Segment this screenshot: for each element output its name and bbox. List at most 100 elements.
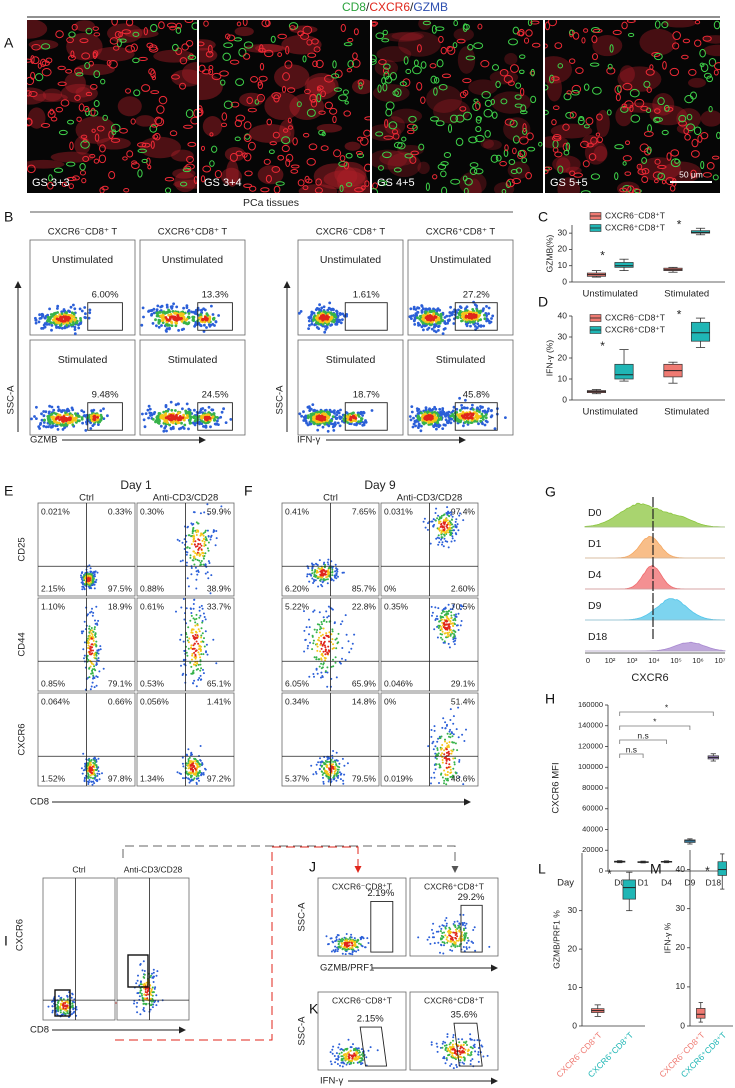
x-tick-label: Unstimulated: [583, 407, 638, 418]
flow-event: [422, 520, 425, 523]
flow-event: [212, 529, 215, 532]
cell: [223, 42, 234, 48]
flow-event: [217, 314, 221, 317]
flow-event: [442, 545, 445, 548]
cell: [58, 129, 68, 136]
cell: [281, 144, 290, 153]
cell: [563, 150, 570, 156]
cell: [340, 23, 346, 33]
flow-event: [88, 676, 91, 679]
flow-event: [475, 304, 478, 308]
flow-event: [192, 530, 195, 533]
column-header: Anti-CD3/CD28: [153, 493, 218, 504]
tissue: [373, 84, 410, 103]
tissue: [433, 99, 471, 124]
gate: [454, 302, 498, 331]
x-tick-label: D4: [661, 877, 672, 887]
flow-event: [171, 425, 175, 429]
flow-event: [179, 638, 182, 641]
cell: [202, 165, 212, 173]
cell: [590, 173, 601, 180]
flow-event: [441, 638, 444, 641]
flow-event: [438, 541, 441, 544]
cell: [47, 181, 54, 190]
gate: [197, 302, 233, 331]
flow-event: [348, 651, 351, 654]
flow-event: [181, 541, 184, 544]
tissue: [507, 161, 530, 179]
flow-event: [164, 405, 168, 409]
cell: [378, 59, 387, 65]
flow-event: [97, 657, 100, 660]
box: [614, 262, 634, 268]
cell: [27, 90, 32, 97]
flow-event: [333, 574, 336, 577]
flow-event: [165, 327, 169, 330]
flow-event: [57, 325, 60, 329]
tissue: [171, 69, 197, 87]
flow-event: [447, 546, 450, 549]
tissue: [344, 141, 361, 151]
flow-event: [440, 517, 443, 520]
cell: [185, 109, 194, 118]
flow-event: [315, 326, 319, 329]
flow-event: [194, 633, 197, 636]
flow-event: [191, 631, 194, 634]
flow-event: [440, 636, 442, 639]
cell: [634, 98, 645, 108]
flow-event: [322, 616, 325, 619]
cell: [562, 123, 570, 131]
flow-event: [84, 429, 88, 432]
cell: [425, 182, 430, 191]
flow-event: [83, 641, 86, 644]
cell: [580, 140, 590, 149]
flow-event: [87, 773, 90, 776]
tissue: [42, 88, 63, 102]
cell: [383, 71, 390, 80]
cell: [643, 80, 651, 88]
cell: [654, 179, 659, 184]
flow-event: [162, 429, 166, 433]
flow-event: [174, 324, 178, 328]
cell: [314, 187, 323, 193]
flow-event: [204, 552, 207, 555]
cell: [475, 101, 481, 110]
flow-event: [182, 327, 186, 331]
flow-event: [442, 616, 445, 619]
y-axis-label: IFN-γ %: [662, 922, 672, 953]
flow-event: [443, 614, 446, 617]
flow-event: [60, 326, 64, 330]
cell: [187, 54, 197, 61]
flow-event: [199, 543, 202, 545]
flow-event: [82, 648, 85, 651]
cell: [324, 74, 334, 83]
significance-bracket: [619, 711, 714, 716]
flow-event: [213, 324, 216, 327]
flow-event: [316, 645, 319, 648]
flow-event: [61, 417, 64, 421]
title-part: GZMB: [413, 0, 448, 14]
tissue: [255, 44, 283, 53]
cell: [30, 71, 36, 80]
flow-event: [89, 688, 92, 691]
flow-event: [72, 303, 75, 307]
flow-event: [60, 317, 63, 321]
flow-event: [477, 324, 481, 328]
cell: [657, 164, 667, 170]
cell: [201, 69, 211, 75]
flow-event: [200, 627, 203, 630]
flow-event: [203, 409, 207, 412]
flow-event: [212, 418, 216, 422]
cell: [154, 116, 163, 125]
gate-percent: 45.8%: [463, 390, 490, 401]
flow-event: [445, 614, 448, 616]
flow-event: [95, 578, 98, 581]
cell: [545, 43, 548, 49]
flow-event: [325, 576, 328, 579]
flow-event: [311, 403, 315, 406]
flow-event: [193, 543, 196, 546]
flow-event: [416, 316, 419, 319]
cell: [269, 141, 277, 146]
cell: [247, 107, 257, 113]
flow-event: [341, 657, 343, 660]
